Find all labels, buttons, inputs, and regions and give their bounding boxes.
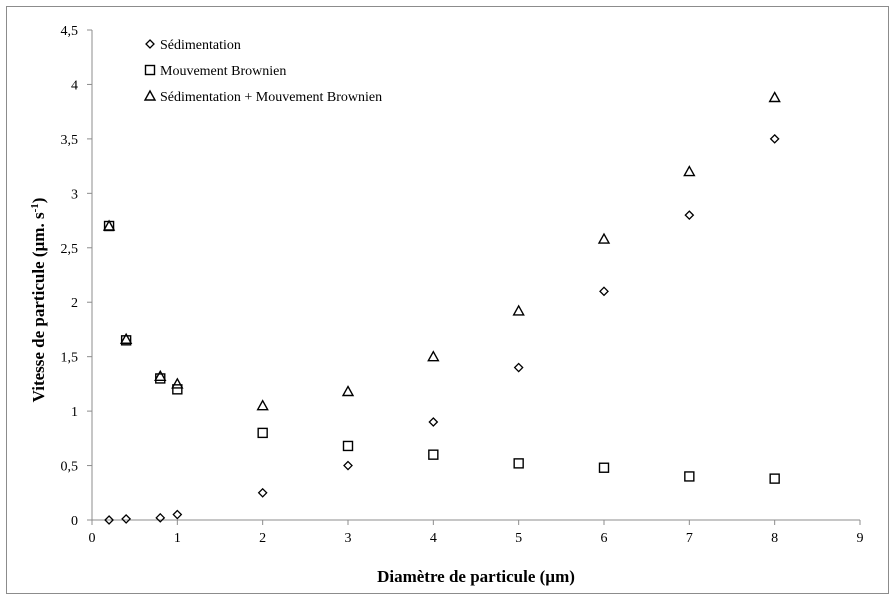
x-tick-label: 6 (601, 531, 608, 546)
y-tick-label: 0,5 (61, 460, 79, 475)
y-axis-title-superscript: -1 (29, 203, 41, 212)
axes (91, 30, 860, 521)
square-data-point (257, 427, 268, 439)
y-tick-label: 4 (71, 78, 78, 93)
x-axis-ticks: 0 1 2 3 4 5 6 7 8 9 (89, 520, 864, 546)
diamond-data-point (513, 362, 524, 373)
diamond-data-point (155, 512, 166, 523)
triangle-data-point (768, 91, 781, 103)
y-tick-label: 1 (71, 405, 78, 420)
triangle-data-point (341, 385, 355, 397)
triangle-data-point (256, 399, 269, 411)
y-axis-title: Vitesse de particule (µm. s-1) (29, 198, 48, 403)
diamond-data-point (257, 487, 268, 498)
triangle-data-point (512, 304, 525, 316)
chart-frame (6, 6, 889, 594)
triangle-data-point (154, 369, 167, 381)
square-data-point (172, 384, 183, 395)
y-tick-label: 2,5 (61, 242, 79, 257)
data-points (102, 91, 781, 525)
square-data-point (598, 462, 610, 473)
diamond-data-point (599, 286, 609, 297)
diamond-data-point (172, 509, 183, 520)
legend-triangle-icon (143, 89, 157, 101)
triangle-data-point (597, 232, 611, 244)
x-tick-label: 4 (430, 531, 437, 546)
y-tick-label: 3 (71, 187, 78, 202)
y-tick-label: 1,5 (61, 351, 79, 366)
legend-label: Mouvement Brownien (160, 64, 286, 79)
x-tick-label: 1 (174, 531, 181, 546)
legend-diamond-icon (145, 39, 155, 49)
diamond-data-point (121, 513, 132, 524)
square-data-point (684, 471, 695, 482)
triangle-data-point (102, 219, 116, 231)
diamond-data-point (428, 417, 439, 427)
y-axis-title-end: ) (29, 198, 48, 204)
legend-square-icon (144, 64, 156, 76)
legend-label: Sédimentation (160, 38, 241, 53)
square-data-point (155, 373, 166, 384)
triangle-data-point (119, 332, 133, 344)
x-tick-label: 2 (259, 531, 266, 546)
triangle-data-point (427, 350, 440, 362)
x-axis-title: Diamètre de particule (µm) (377, 567, 575, 586)
x-tick-label: 5 (515, 531, 522, 546)
square-data-point (428, 449, 439, 460)
x-tick-label: 9 (857, 531, 864, 546)
y-axis-title-main: Vitesse de particule (µm. s (29, 212, 48, 402)
diamond-data-point (769, 133, 780, 144)
y-tick-label: 3,5 (61, 133, 79, 148)
y-tick-label: 0 (71, 514, 78, 529)
diamond-data-point (104, 515, 114, 525)
diamond-data-point (343, 460, 353, 471)
square-data-point (513, 458, 524, 469)
legend: Sédimentation Mouvement Brownien Sédimenta… (143, 38, 382, 105)
triangle-data-point (683, 165, 696, 177)
square-data-point (120, 335, 132, 346)
x-tick-label: 0 (89, 531, 96, 546)
x-tick-label: 7 (686, 531, 693, 546)
square-data-point (769, 473, 780, 484)
y-tick-label: 4,5 (61, 24, 79, 39)
x-tick-label: 8 (771, 531, 778, 546)
y-axis-ticks: 0 0,5 1 1,5 2 2,5 3 3,5 4 4,5 (61, 24, 92, 529)
legend-label: Sédimentation + Mouvement Brownien (160, 90, 382, 105)
y-tick-label: 2 (71, 296, 78, 311)
x-tick-label: 3 (345, 531, 352, 546)
triangle-data-point (171, 377, 184, 389)
square-data-point (342, 440, 354, 452)
diamond-data-point (684, 210, 695, 221)
